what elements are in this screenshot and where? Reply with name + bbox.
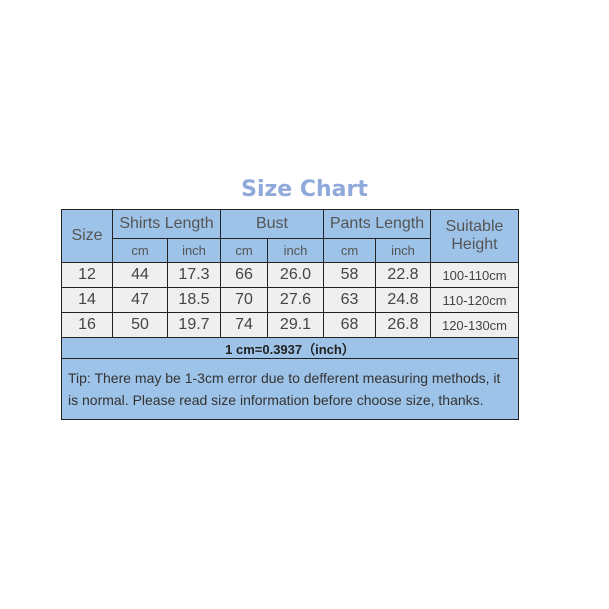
table-cell: 24.8 [375, 287, 431, 313]
table-cell: 44 [112, 262, 168, 288]
table-cell: 26.8 [375, 312, 431, 338]
subheader-inch: inch [375, 238, 431, 263]
table-cell: 16 [61, 312, 113, 338]
conversion-note: 1 cm=0.3937（inch） [61, 337, 519, 359]
table-cell: 22.8 [375, 262, 431, 288]
subheader-cm: cm [323, 238, 376, 263]
table-cell: 68 [323, 312, 376, 338]
table-cell: 70 [220, 287, 268, 313]
table-cell: 17.3 [167, 262, 221, 288]
subheader-inch: inch [167, 238, 221, 263]
table-cell: 63 [323, 287, 376, 313]
size-table: Size Shirts Length Bust Pants Length Sui… [61, 209, 519, 420]
header-size: Size [61, 209, 113, 263]
subheader-inch: inch [267, 238, 324, 263]
header-shirts-length: Shirts Length [112, 209, 221, 239]
table-row: 12 44 17.3 66 26.0 58 22.8 100-110cm [61, 262, 519, 288]
header-pants-length: Pants Length [323, 209, 431, 239]
table-cell: 110-120cm [430, 287, 519, 313]
table-cell: 120-130cm [430, 312, 519, 338]
table-cell: 27.6 [267, 287, 324, 313]
table-cell: 58 [323, 262, 376, 288]
table-cell: 66 [220, 262, 268, 288]
table-cell: 14 [61, 287, 113, 313]
table-row: 14 47 18.5 70 27.6 63 24.8 110-120cm [61, 287, 519, 313]
chart-title: Size Chart [241, 177, 368, 202]
table-cell: 50 [112, 312, 168, 338]
subheader-cm: cm [220, 238, 268, 263]
tip-note: Tip: There may be 1-3cm error due to def… [61, 358, 519, 420]
table-cell: 12 [61, 262, 113, 288]
header-suitable-height: Suitable Height [430, 209, 519, 263]
table-cell: 47 [112, 287, 168, 313]
table-row: 16 50 19.7 74 29.1 68 26.8 120-130cm [61, 312, 519, 338]
table-cell: 100-110cm [430, 262, 519, 288]
table-cell: 29.1 [267, 312, 324, 338]
header-bust: Bust [220, 209, 324, 239]
table-cell: 18.5 [167, 287, 221, 313]
table-cell: 19.7 [167, 312, 221, 338]
table-cell: 26.0 [267, 262, 324, 288]
table-cell: 74 [220, 312, 268, 338]
subheader-cm: cm [112, 238, 168, 263]
